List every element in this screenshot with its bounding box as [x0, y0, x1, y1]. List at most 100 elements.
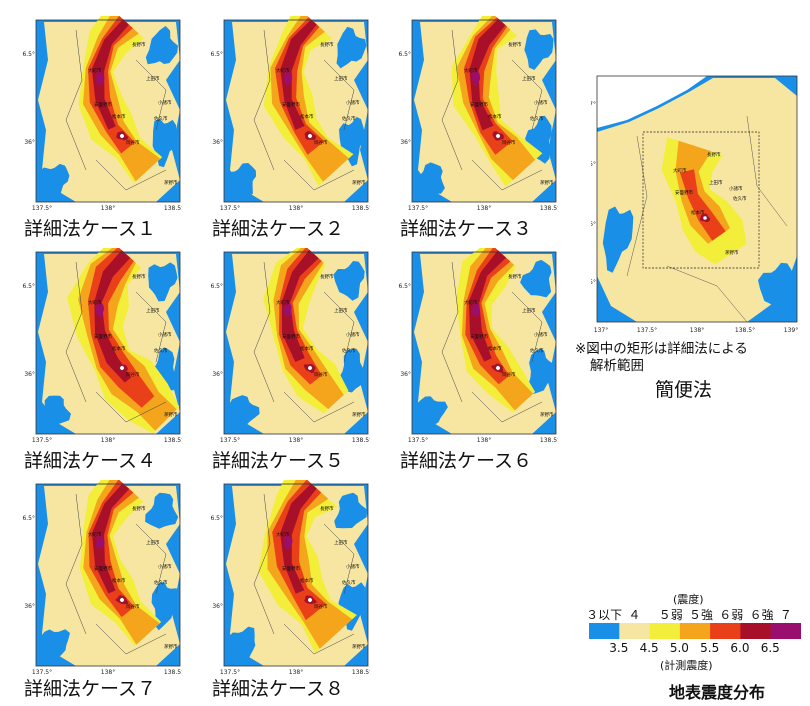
x-tick-label: 138.5° [540, 205, 558, 212]
overview-x-tick: 137° [594, 327, 608, 334]
city-label: 松本市 [112, 113, 126, 120]
legend-color-swatch [589, 623, 620, 639]
city-label: 長野市 [320, 41, 334, 48]
y-tick-label: 36.5° [22, 283, 35, 290]
overview-y-tick: 37° [591, 101, 596, 108]
city-label: 佐久市 [530, 347, 544, 354]
panel-caption: 詳細法ケース２ [212, 218, 345, 240]
x-tick-label: 138.5° [164, 669, 182, 676]
city-label: 松本市 [300, 345, 314, 352]
city-label: 岡谷市 [126, 371, 140, 378]
panel-caption: 詳細法ケース５ [212, 450, 345, 472]
legend-value-label: 4.5 [639, 641, 659, 655]
overview-y-tick: 36° [591, 221, 596, 228]
city-label: 松本市 [300, 113, 314, 120]
city-label: 岡谷市 [314, 603, 328, 610]
city-label: 安曇野市 [282, 101, 300, 108]
city-label: 大町市 [88, 531, 102, 538]
x-tick-label: 137.5° [32, 669, 52, 676]
x-tick-label: 137.5° [32, 437, 52, 444]
city-label: 安曇野市 [94, 333, 112, 340]
city-label: 安曇野市 [470, 101, 488, 108]
panel-caption: 詳細法ケース３ [400, 218, 533, 240]
city-label: 小諸市 [158, 563, 172, 570]
city-label: 小諸市 [534, 99, 548, 106]
legend-class-label: ６弱 [719, 608, 744, 622]
x-tick-label: 138° [101, 669, 115, 676]
panel-caption: 詳細法ケース６ [400, 450, 533, 472]
y-tick-label: 36.5° [398, 283, 411, 290]
overview-city-label: 松本市 [691, 209, 705, 216]
city-label: 佐久市 [154, 115, 168, 122]
city-label: 大町市 [464, 299, 478, 306]
legend-class-label: ６強 [749, 608, 774, 622]
city-label: 安曇野市 [282, 565, 300, 572]
city-label: 長野市 [508, 273, 522, 280]
city-label: 茅野市 [164, 179, 178, 186]
legend-class-label: ５弱 [658, 608, 683, 622]
panel-caption: 詳細法ケース４ [24, 450, 157, 472]
x-tick-label: 138° [477, 437, 491, 444]
overview-y-tick: 35.5° [591, 279, 596, 286]
overview-x-tick: 138° [690, 327, 704, 334]
overview-caption: 簡便法 [655, 379, 713, 401]
city-label: 小諸市 [346, 331, 360, 338]
city-label: 長野市 [320, 505, 334, 512]
city-label: 佐久市 [154, 347, 168, 354]
city-label: 大町市 [88, 299, 102, 306]
legend-color-swatch [679, 623, 711, 639]
city-label: 岡谷市 [126, 603, 140, 610]
city-label: 岡谷市 [502, 371, 516, 378]
overview-city-label: 安曇野市 [675, 189, 693, 196]
overview-y-tick: 36.5° [591, 161, 596, 168]
overview-city-label: 小諸市 [729, 185, 743, 192]
city-label: 長野市 [132, 505, 146, 512]
x-tick-label: 138° [289, 437, 303, 444]
x-tick-label: 138° [101, 437, 115, 444]
x-tick-label: 138.5° [540, 437, 558, 444]
legend-title-intensity: (震度) [673, 593, 704, 606]
city-label: 松本市 [488, 345, 502, 352]
legend-value-label: 6.0 [730, 641, 750, 655]
city-label: 長野市 [320, 273, 334, 280]
overview-map: 137° 137.5° 138° 138.5° 139° 37° 36.5° 36° 35.5°… [580, 74, 801, 340]
city-label: 大町市 [88, 67, 102, 74]
city-label: 長野市 [508, 41, 522, 48]
city-label: 佐久市 [154, 579, 168, 586]
legend-value-label: 3.5 [609, 641, 629, 655]
city-label: 安曇野市 [470, 333, 488, 340]
city-label: 茅野市 [352, 411, 366, 418]
x-tick-label: 138° [477, 205, 491, 212]
city-label: 岡谷市 [502, 139, 516, 146]
city-label: 松本市 [112, 577, 126, 584]
city-label: 大町市 [276, 299, 290, 306]
city-label: 佐久市 [530, 115, 544, 122]
city-label: 小諸市 [158, 331, 172, 338]
legend-class-label: ７ [779, 608, 792, 622]
city-label: 大町市 [464, 67, 478, 74]
legend-color-swatch [770, 623, 801, 639]
city-label: 小諸市 [158, 99, 172, 106]
overview-note-line2: 解析範囲 [590, 358, 644, 374]
panel-caption: 詳細法ケース８ [212, 678, 345, 700]
x-tick-label: 138° [101, 205, 115, 212]
x-tick-label: 138° [289, 205, 303, 212]
city-label: 茅野市 [164, 643, 178, 650]
y-tick-label: 36° [24, 139, 35, 146]
city-label: 上田市 [146, 75, 160, 82]
x-tick-label: 138.5° [164, 437, 182, 444]
y-tick-label: 36° [400, 139, 411, 146]
legend-value-label: 6.5 [760, 641, 780, 655]
